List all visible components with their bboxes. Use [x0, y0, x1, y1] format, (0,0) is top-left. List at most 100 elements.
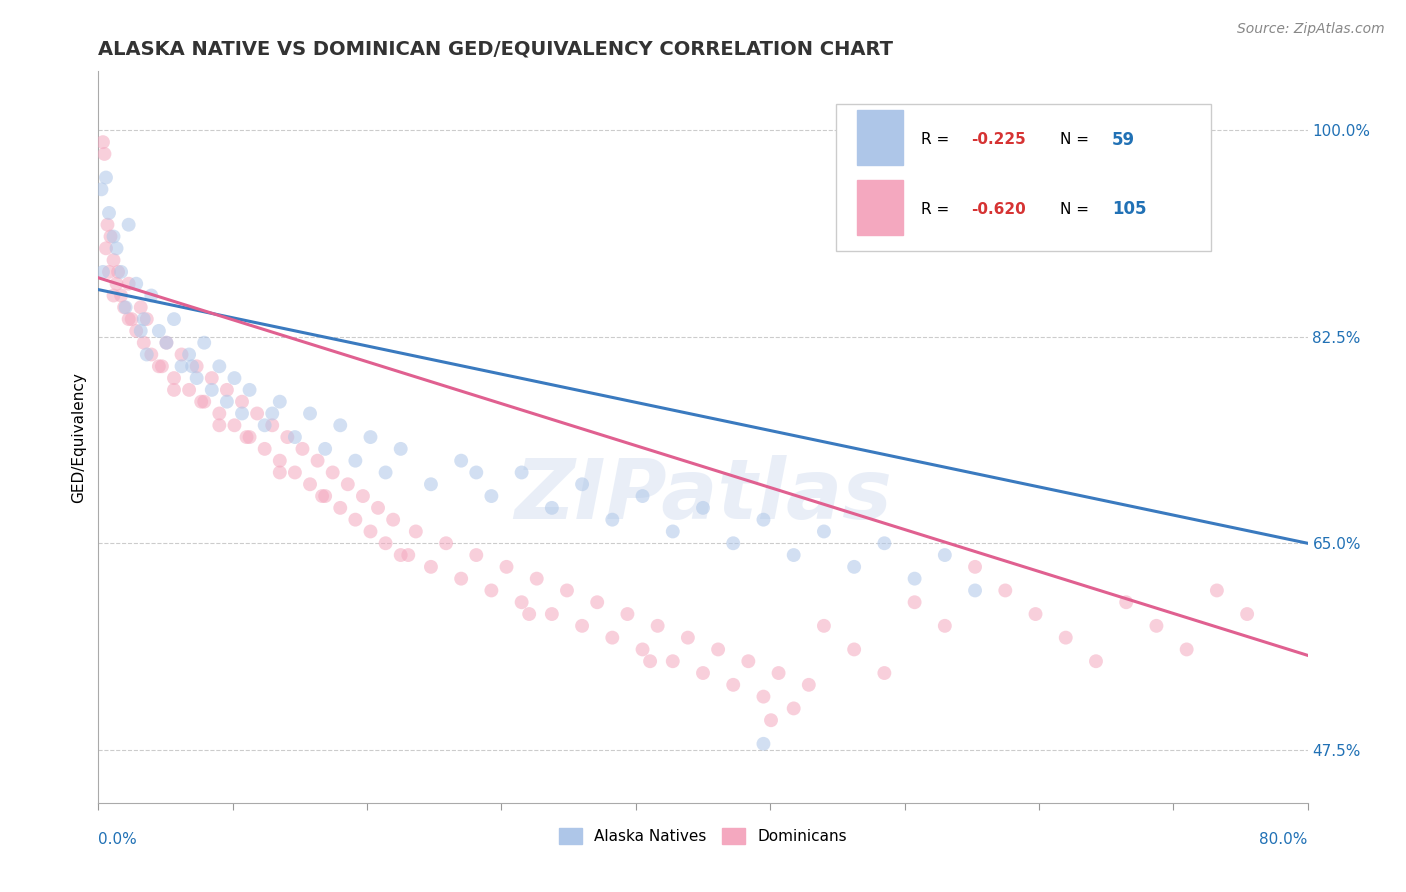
Dominicans [155, 335, 177, 350]
Dominicans [1085, 654, 1108, 668]
Alaska Natives [723, 536, 745, 550]
Dominicans [1024, 607, 1046, 621]
Dominicans [163, 383, 186, 397]
Dominicans [571, 619, 593, 633]
Dominicans [586, 595, 609, 609]
Dominicans [224, 418, 246, 433]
Text: -0.620: -0.620 [972, 202, 1026, 217]
Dominicans [1236, 607, 1258, 621]
Alaska Natives [481, 489, 503, 503]
Alaska Natives [129, 324, 152, 338]
Dominicans [91, 135, 114, 149]
Dominicans [284, 466, 307, 480]
Y-axis label: GED/Equivalency: GED/Equivalency [72, 372, 87, 502]
Dominicans [389, 548, 412, 562]
Alaska Natives [360, 430, 382, 444]
Alaska Natives [253, 418, 276, 433]
Dominicans [602, 631, 624, 645]
Alaska Natives [389, 442, 412, 456]
Bar [856, 111, 903, 165]
Alaska Natives [114, 301, 136, 315]
Dominicans [235, 430, 257, 444]
Dominicans [201, 371, 224, 385]
Alaska Natives [465, 466, 488, 480]
Alaska Natives [314, 442, 336, 456]
Text: Source: ZipAtlas.com: Source: ZipAtlas.com [1237, 22, 1385, 37]
Alaska Natives [239, 383, 262, 397]
Text: ALASKA NATIVE VS DOMINICAN GED/EQUIVALENCY CORRELATION CHART: ALASKA NATIVE VS DOMINICAN GED/EQUIVALEN… [98, 39, 893, 59]
Alaska Natives [965, 583, 987, 598]
Dominicans [246, 407, 269, 421]
Dominicans [405, 524, 427, 539]
Dominicans [647, 619, 669, 633]
Dominicans [367, 500, 389, 515]
Alaska Natives [374, 466, 396, 480]
Alaska Natives [631, 489, 654, 503]
Alaska Natives [692, 500, 714, 515]
Dominicans [737, 654, 759, 668]
Alaska Natives [186, 371, 208, 385]
Dominicans [631, 642, 654, 657]
Dominicans [904, 595, 927, 609]
Alaska Natives [91, 265, 114, 279]
Dominicans [141, 347, 163, 361]
Dominicans [118, 277, 141, 291]
Dominicans [450, 572, 472, 586]
Dominicans [873, 666, 896, 681]
Alaska Natives [344, 453, 367, 467]
Alaska Natives [98, 206, 121, 220]
Dominicans [994, 583, 1017, 598]
Dominicans [797, 678, 820, 692]
FancyBboxPatch shape [837, 104, 1211, 251]
Text: 59: 59 [1112, 130, 1135, 149]
Alaska Natives [103, 229, 125, 244]
Dominicans [269, 466, 291, 480]
Dominicans [118, 312, 141, 326]
Dominicans [93, 147, 115, 161]
Alaska Natives [132, 312, 155, 326]
Alaska Natives [783, 548, 806, 562]
Dominicans [110, 288, 132, 302]
Dominicans [723, 678, 745, 692]
Dominicans [495, 559, 517, 574]
Dominicans [269, 453, 291, 467]
Dominicans [105, 277, 128, 291]
Alaska Natives [262, 407, 284, 421]
Alaska Natives [105, 241, 128, 255]
Alaska Natives [934, 548, 956, 562]
Dominicans [125, 324, 148, 338]
Dominicans [193, 394, 215, 409]
Dominicans [396, 548, 419, 562]
Dominicans [311, 489, 333, 503]
Bar [856, 180, 903, 235]
Dominicans [307, 453, 329, 467]
Dominicans [360, 524, 382, 539]
Alaska Natives [420, 477, 443, 491]
Dominicans [481, 583, 503, 598]
Alaska Natives [155, 335, 177, 350]
Dominicans [239, 430, 262, 444]
Alaska Natives [94, 170, 117, 185]
Alaska Natives [179, 347, 201, 361]
Text: R =: R = [921, 202, 953, 217]
Text: -0.225: -0.225 [972, 132, 1026, 147]
Legend: Alaska Natives, Dominicans: Alaska Natives, Dominicans [553, 822, 853, 850]
Alaska Natives [181, 359, 204, 374]
Dominicans [517, 607, 540, 621]
Dominicans [638, 654, 661, 668]
Dominicans [382, 513, 405, 527]
Dominicans [112, 301, 135, 315]
Text: 0.0%: 0.0% [98, 832, 138, 847]
Dominicans [129, 301, 152, 315]
Dominicans [540, 607, 562, 621]
Dominicans [934, 619, 956, 633]
Dominicans [676, 631, 699, 645]
Alaska Natives [661, 524, 683, 539]
Text: R =: R = [921, 132, 953, 147]
Dominicans [434, 536, 457, 550]
Dominicans [352, 489, 374, 503]
Alaska Natives [510, 466, 533, 480]
Dominicans [768, 666, 790, 681]
Alaska Natives [540, 500, 562, 515]
Dominicans [1206, 583, 1229, 598]
